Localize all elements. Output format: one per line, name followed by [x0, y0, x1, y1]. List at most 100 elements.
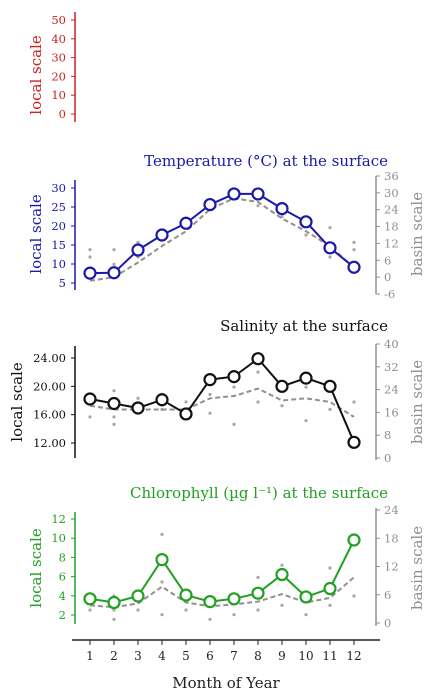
local-tick-label: 16.00	[33, 408, 66, 422]
data-point-5	[179, 216, 193, 230]
x-tick-label: 12	[346, 649, 361, 663]
local-tick-label: 50	[51, 13, 66, 27]
scatter-point	[160, 580, 164, 584]
scatter-point	[352, 248, 356, 252]
data-point-6	[203, 594, 217, 609]
data-point-2	[107, 396, 121, 411]
temperature-basin-line	[89, 197, 355, 282]
scatter-point	[328, 255, 332, 259]
scatter-point	[112, 389, 116, 393]
scatter-point	[232, 422, 236, 426]
temperature-points	[83, 187, 361, 280]
scatter-point	[280, 563, 284, 567]
data-point-8	[251, 586, 265, 600]
scatter-point	[88, 608, 92, 612]
data-point-12	[347, 435, 361, 449]
salinity-basin-line	[89, 387, 355, 418]
local-tick-label: 2	[59, 608, 66, 622]
local-tick-label: 40	[51, 32, 66, 46]
x-tick-label: 1	[86, 649, 94, 663]
scatter-point	[280, 603, 284, 607]
data-point-2	[107, 595, 121, 610]
panel-salinity: Salinity at the surface 24.00 20.00 16.00 1…	[8, 317, 426, 465]
data-point-10	[299, 215, 313, 229]
scatter-point	[304, 419, 308, 423]
salinity-local-ticks: 24.00 20.00 16.00 12.00	[33, 351, 75, 450]
local-tick-label: 12	[51, 512, 66, 526]
local-tick-label: 8	[59, 550, 66, 564]
data-point-12	[347, 533, 361, 547]
local-tick-label: 30	[51, 51, 66, 65]
scatter-point	[352, 594, 356, 598]
salinity-basin-label: basin scale	[408, 360, 426, 444]
panel-top: 50 40 30 20 10 0 local scale	[27, 12, 76, 122]
x-tick-label: 4	[158, 649, 166, 663]
basin-tick-label: 0	[384, 451, 391, 465]
local-tick-label: 10	[51, 88, 66, 102]
scatter-point	[88, 255, 92, 259]
scatter-point	[136, 608, 140, 612]
scatter-point	[112, 248, 116, 252]
basin-tick-label: 24	[384, 383, 399, 397]
data-point-11	[323, 581, 337, 596]
data-point-10	[299, 590, 313, 604]
salinity-points	[83, 352, 361, 449]
x-tick-label: 5	[182, 649, 190, 663]
local-tick-label: 25	[51, 200, 66, 214]
scatter-point	[208, 411, 212, 415]
basin-tick-label: 8	[384, 428, 391, 442]
scatter-point	[112, 617, 116, 621]
scatter-point	[304, 233, 308, 237]
x-tick-label: 11	[322, 649, 337, 663]
data-point-10	[299, 371, 313, 385]
data-point-12	[347, 260, 361, 274]
panel-temperature: Temperature (°C) at the surface 30 25 20 15…	[27, 152, 426, 301]
scatter-point	[88, 248, 92, 252]
local-tick-label: 10	[51, 257, 66, 271]
local-tick-label: 20.00	[33, 379, 66, 393]
salinity-local-label: local scale	[8, 362, 26, 442]
local-tick-label: 15	[51, 238, 66, 252]
scatter-point	[112, 415, 116, 419]
data-point-7	[227, 370, 241, 384]
data-point-6	[203, 197, 217, 212]
panel-top-local-label: local scale	[27, 35, 45, 115]
local-tick-label: 10	[51, 531, 66, 545]
chlorophyll-basin-line	[89, 576, 355, 609]
x-axis-ticks: 1 2 3 4 5 6 7 8 9 10 11 12	[86, 640, 362, 663]
data-point-5	[179, 407, 193, 421]
salinity-basin-ticks: 40 32 24 16 8 0	[376, 337, 399, 465]
chlorophyll-scatter	[88, 532, 356, 621]
chlorophyll-title: Chlorophyll (µg l⁻¹) at the surface	[130, 484, 388, 502]
local-tick-label: 20	[51, 69, 66, 83]
panel-chlorophyll: Chlorophyll (µg l⁻¹) at the surface 12 10…	[27, 484, 426, 630]
basin-tick-label: 24	[384, 503, 399, 517]
data-point-2	[107, 266, 121, 280]
local-tick-label: 4	[59, 589, 66, 603]
local-tick-label: 0	[59, 107, 66, 121]
x-tick-label: 10	[298, 649, 313, 663]
basin-tick-label: 24	[384, 203, 399, 217]
basin-tick-label: -6	[384, 287, 395, 301]
scatter-point	[352, 240, 356, 244]
scatter-point	[160, 613, 164, 617]
data-point-4	[155, 228, 169, 242]
scatter-point	[184, 608, 188, 612]
data-point-3	[131, 589, 145, 603]
data-point-1	[83, 592, 97, 606]
data-point-8	[251, 352, 265, 366]
basin-tick-label: 32	[384, 360, 399, 374]
basin-tick-label: 12	[384, 236, 399, 250]
scatter-point	[256, 204, 260, 208]
basin-tick-label: 12	[384, 560, 399, 574]
scatter-point	[280, 404, 284, 408]
scatter-point	[208, 617, 212, 621]
local-tick-label: 30	[51, 181, 66, 195]
x-tick-label: 3	[134, 649, 142, 663]
scatter-point	[304, 613, 308, 617]
basin-tick-label: 36	[384, 169, 399, 183]
x-tick-label: 9	[278, 649, 286, 663]
scatter-point	[256, 575, 260, 579]
chlorophyll-local-ticks: 12 10 8 6 4 2	[51, 512, 75, 622]
scatter-point	[328, 226, 332, 230]
